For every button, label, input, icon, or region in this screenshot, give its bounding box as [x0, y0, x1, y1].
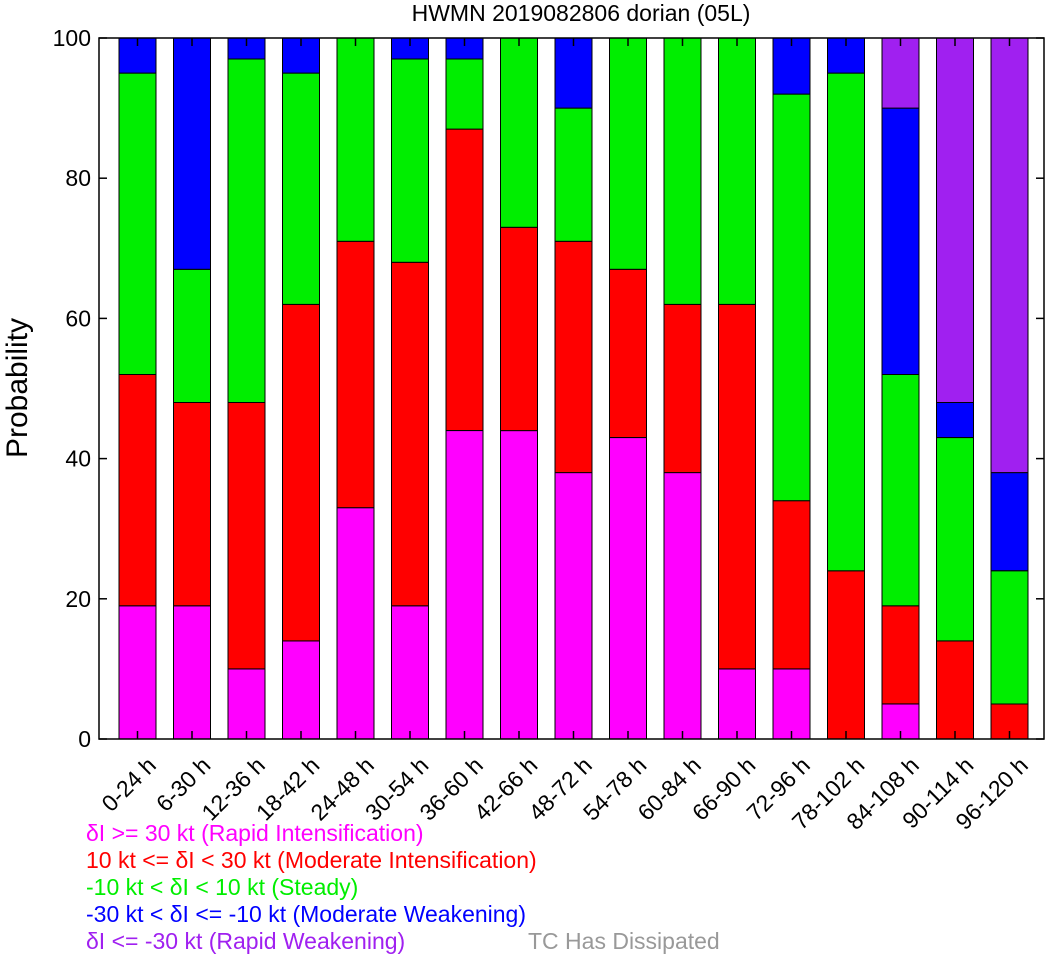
bar-segment-0-24h-s2: [118, 72, 157, 375]
x-tick-label: 0-24 h: [96, 752, 161, 817]
bar-segment-30-54h-s1: [391, 261, 429, 607]
bar-segment-54-78h-s0: [609, 437, 647, 740]
y-axis-label: Probability: [1, 318, 34, 458]
bar-segment-90-114h-s4: [936, 37, 974, 403]
bar-segment-18-42h-s1: [282, 303, 320, 642]
bar-segment-12-36h-s1: [227, 402, 266, 670]
bar-segment-30-54h-s0: [391, 605, 429, 740]
bar-segment-60-84h-s0: [663, 472, 702, 740]
bar-segment-12-36h-s2: [227, 58, 266, 403]
bar-segment-84-108h-s3: [881, 107, 920, 375]
bar-segment-96-120h-s2: [990, 570, 1029, 705]
bar-segment-48-72h-s0: [554, 472, 593, 740]
legend-item-steady: -10 kt < δI < 10 kt (Steady): [86, 874, 359, 900]
bar-segment-90-114h-s1: [936, 640, 974, 740]
bar-segment-6-30h-s3: [173, 37, 211, 270]
bar-segment-36-60h-s1: [445, 128, 484, 431]
bar-segment-48-72h-s3: [554, 37, 593, 109]
bar-segment-60-84h-s2: [663, 37, 702, 305]
bars-layer: [118, 37, 1029, 740]
bar-segment-48-72h-s2: [554, 107, 593, 242]
bar-segment-72-96h-s1: [772, 500, 811, 670]
legend: δI >= 30 kt (Rapid Intensification) 10 k…: [86, 820, 537, 955]
bar-segment-72-96h-s3: [772, 37, 811, 95]
legend-item-rapid-weakening: δI <= -30 kt (Rapid Weakening): [86, 928, 406, 954]
bar-segment-24-48h-s0: [336, 507, 375, 740]
y-tick-label: 80: [65, 165, 91, 191]
bar-segment-72-96h-s0: [772, 668, 811, 740]
bar-segment-84-108h-s2: [881, 374, 920, 607]
y-tick-label: 40: [65, 446, 91, 472]
bar-segment-0-24h-s0: [118, 605, 157, 740]
plot-frame: [98, 37, 1045, 740]
bar-segment-90-114h-s2: [936, 437, 974, 642]
bar-segment-0-24h-s1: [118, 374, 157, 607]
bar-segment-30-54h-s2: [391, 58, 429, 263]
legend-item-moderate-weakening: -30 kt < δI <= -10 kt (Moderate Weakenin…: [86, 901, 527, 927]
y-tick-label: 20: [65, 586, 91, 612]
legend-item-dissipated: TC Has Dissipated: [528, 928, 720, 954]
bar-segment-24-48h-s2: [336, 37, 375, 242]
bar-segment-18-42h-s2: [282, 72, 320, 305]
bar-segment-36-60h-s0: [445, 430, 484, 740]
bar-segment-66-90h-s0: [718, 668, 756, 740]
legend-item-moderate-intensification: 10 kt <= δI < 30 kt (Moderate Intensific…: [86, 847, 537, 873]
bar-segment-54-78h-s2: [609, 37, 647, 270]
bar-segment-6-30h-s1: [173, 402, 211, 607]
bar-segment-42-66h-s2: [500, 37, 538, 228]
bar-segment-36-60h-s2: [445, 58, 484, 130]
chart-title: HWMN 2019082806 dorian (05L): [412, 0, 751, 26]
bar-segment-18-42h-s0: [282, 640, 320, 740]
y-tick-label: 100: [53, 25, 91, 51]
bar-segment-72-96h-s2: [772, 93, 811, 502]
bar-segment-78-102h-s1: [827, 570, 865, 740]
bar-segment-54-78h-s1: [609, 268, 647, 438]
bar-segment-42-66h-s0: [500, 430, 538, 740]
bar-segment-78-102h-s2: [827, 72, 865, 572]
y-tick-label: 0: [78, 726, 91, 752]
bar-segment-6-30h-s2: [173, 268, 211, 403]
bar-segment-84-108h-s1: [881, 605, 920, 705]
bar-segment-6-30h-s0: [173, 605, 211, 740]
bar-segment-66-90h-s1: [718, 303, 756, 670]
bar-segment-24-48h-s1: [336, 240, 375, 509]
bar-segment-60-84h-s1: [663, 303, 702, 474]
bar-segment-12-36h-s0: [227, 668, 266, 740]
bar-segment-90-114h-s3: [936, 402, 974, 438]
bar-segment-96-120h-s4: [990, 37, 1029, 474]
bar-segment-48-72h-s1: [554, 240, 593, 474]
bar-segment-66-90h-s2: [718, 37, 756, 305]
bar-segment-42-66h-s1: [500, 226, 538, 432]
bar-segment-96-120h-s3: [990, 472, 1029, 572]
bar-segment-84-108h-s4: [881, 37, 920, 109]
y-tick-label: 60: [65, 305, 91, 331]
legend-item-rapid-intensification: δI >= 30 kt (Rapid Intensification): [86, 820, 424, 846]
